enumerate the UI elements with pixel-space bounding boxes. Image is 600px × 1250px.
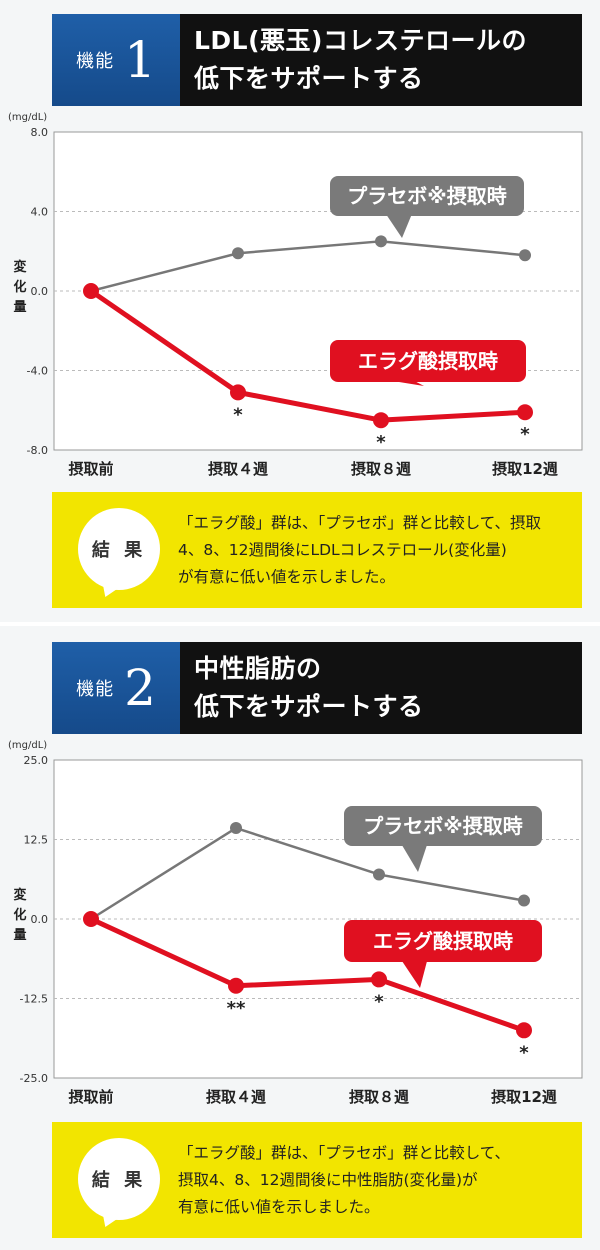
data-point-ellagic [516, 1022, 532, 1039]
y-tick-label: -12.5 [20, 993, 48, 1006]
result-label: 結 果 [78, 508, 160, 590]
x-tick-label: 摂取４週 [206, 1088, 266, 1106]
y-axis-label: 変化量 [13, 887, 26, 943]
significance-marker: ** [227, 998, 246, 1019]
y-tick-label: 4.0 [31, 206, 49, 219]
y-tick-label: 0.0 [31, 285, 49, 298]
panel-title: 中性脂肪の 低下をサポートする [180, 642, 582, 734]
legend-callout [344, 806, 542, 846]
significance-marker: * [233, 404, 243, 425]
result-text-line: 「エラグ酸」群は、「プラセボ」群と比較して、摂取 [178, 514, 542, 532]
y-tick-label: 0.0 [31, 913, 49, 926]
legend-callout-tail [401, 844, 428, 872]
y-axis-label: 変化量 [13, 259, 26, 315]
legend-label: プラセボ※摂取時 [347, 184, 506, 208]
function-tag-label: 機能 [76, 51, 115, 72]
panel-header: 機能 1 LDL(悪玉)コレステロールの 低下をサポートする [52, 14, 582, 106]
result-text: 「エラグ酸」群は、「プラセボ」群と比較して、摂取 4、8、12週間後にLDLコレ… [178, 510, 574, 591]
data-point-placebo [232, 247, 244, 260]
y-tick-label: 8.0 [31, 126, 49, 139]
y-unit-label: (mg/dL) [8, 112, 47, 123]
data-point-ellagic [517, 404, 533, 421]
function-tag-number: 2 [124, 659, 156, 717]
legend-label: エラグ酸摂取時 [373, 929, 513, 953]
function-tag: 機能 2 [52, 642, 180, 734]
data-point-placebo [373, 868, 385, 881]
y-tick-label: 12.5 [24, 834, 49, 847]
legend-callout [344, 920, 542, 962]
panel-triglyceride: 機能 2 中性脂肪の 低下をサポートする (mg/dL) 25.0 12.5 0.0 -… [0, 626, 600, 1250]
panel-title-line: 低下をサポートする [194, 692, 424, 721]
y-unit-label: (mg/dL) [8, 740, 47, 751]
legend-callout [330, 176, 524, 216]
result-text-line: 「エラグ酸」群は、「プラセボ」群と比較して、 [178, 1144, 511, 1162]
significance-marker: * [374, 991, 384, 1012]
panel-title-line: 中性脂肪の [194, 654, 322, 683]
x-tick-label: 摂取４週 [208, 460, 268, 478]
data-point-ellagic [83, 283, 99, 299]
function-tag-label: 機能 [76, 679, 115, 700]
y-tick-label: 25.0 [24, 754, 49, 767]
legend-label: プラセボ※摂取時 [363, 814, 522, 838]
series-line-placebo [90, 826, 525, 921]
panel-header: 機能 2 中性脂肪の 低下をサポートする [52, 642, 582, 734]
data-point-placebo [230, 822, 242, 835]
x-tick-label: 摂取前 [68, 1088, 113, 1106]
significance-marker: * [519, 1042, 529, 1063]
x-tick-label: 摂取８週 [349, 1088, 409, 1106]
significance-marker: * [376, 432, 386, 453]
series-line-placebo [90, 240, 526, 293]
data-point-ellagic [371, 971, 387, 988]
panel-ldl: 機能 1 LDL(悪玉)コレステロールの 低下をサポートする (mg/dL) 8.… [0, 0, 600, 622]
data-point-ellagic [83, 911, 99, 927]
result-text-line: 摂取4、8、12週間後に中性脂肪(変化量)が [178, 1171, 478, 1189]
legend-callout [330, 340, 526, 382]
panel-title-line: 低下をサポートする [194, 64, 424, 93]
result-label: 結 果 [78, 1138, 160, 1220]
function-tag: 機能 1 [52, 14, 180, 106]
y-tick-label: -4.0 [27, 365, 48, 378]
data-point-placebo [518, 894, 530, 907]
x-tick-label: 摂取８週 [351, 460, 411, 478]
panel-title-line: LDL(悪玉)コレステロールの [194, 26, 527, 55]
x-tick-label: 摂取12週 [491, 1088, 557, 1106]
data-point-ellagic [373, 412, 389, 429]
data-point-placebo [519, 249, 531, 262]
data-point-ellagic [228, 977, 244, 994]
series-line-ellagic [89, 916, 525, 1033]
result-text-line: 4、8、12週間後にLDLコレステロール(変化量) [178, 541, 507, 559]
result-box: 結 果 「エラグ酸」群は、「プラセボ」群と比較して、 摂取4、8、12週間後に中… [52, 1122, 582, 1238]
result-text-line: が有意に低い値を示しました。 [178, 568, 396, 586]
x-tick-label: 摂取前 [68, 460, 113, 478]
result-text: 「エラグ酸」群は、「プラセボ」群と比較して、 摂取4、8、12週間後に中性脂肪(… [178, 1140, 574, 1221]
legend-callout-tail [401, 960, 428, 988]
data-point-placebo [375, 235, 387, 248]
function-tag-number: 1 [124, 31, 156, 89]
result-box: 結 果 「エラグ酸」群は、「プラセボ」群と比較して、摂取 4、8、12週間後にL… [52, 492, 582, 608]
result-text-line: 有意に低い値を示しました。 [178, 1198, 380, 1216]
y-tick-label: -8.0 [27, 444, 48, 457]
x-tick-label: 摂取12週 [492, 460, 558, 478]
panel-title: LDL(悪玉)コレステロールの 低下をサポートする [180, 14, 582, 106]
series-line-ellagic [89, 288, 526, 423]
legend-callout-tail [385, 214, 412, 238]
y-tick-label: -25.0 [20, 1072, 48, 1085]
data-point-ellagic [230, 384, 246, 401]
legend-label: エラグ酸摂取時 [358, 349, 498, 373]
significance-marker: * [520, 424, 530, 445]
